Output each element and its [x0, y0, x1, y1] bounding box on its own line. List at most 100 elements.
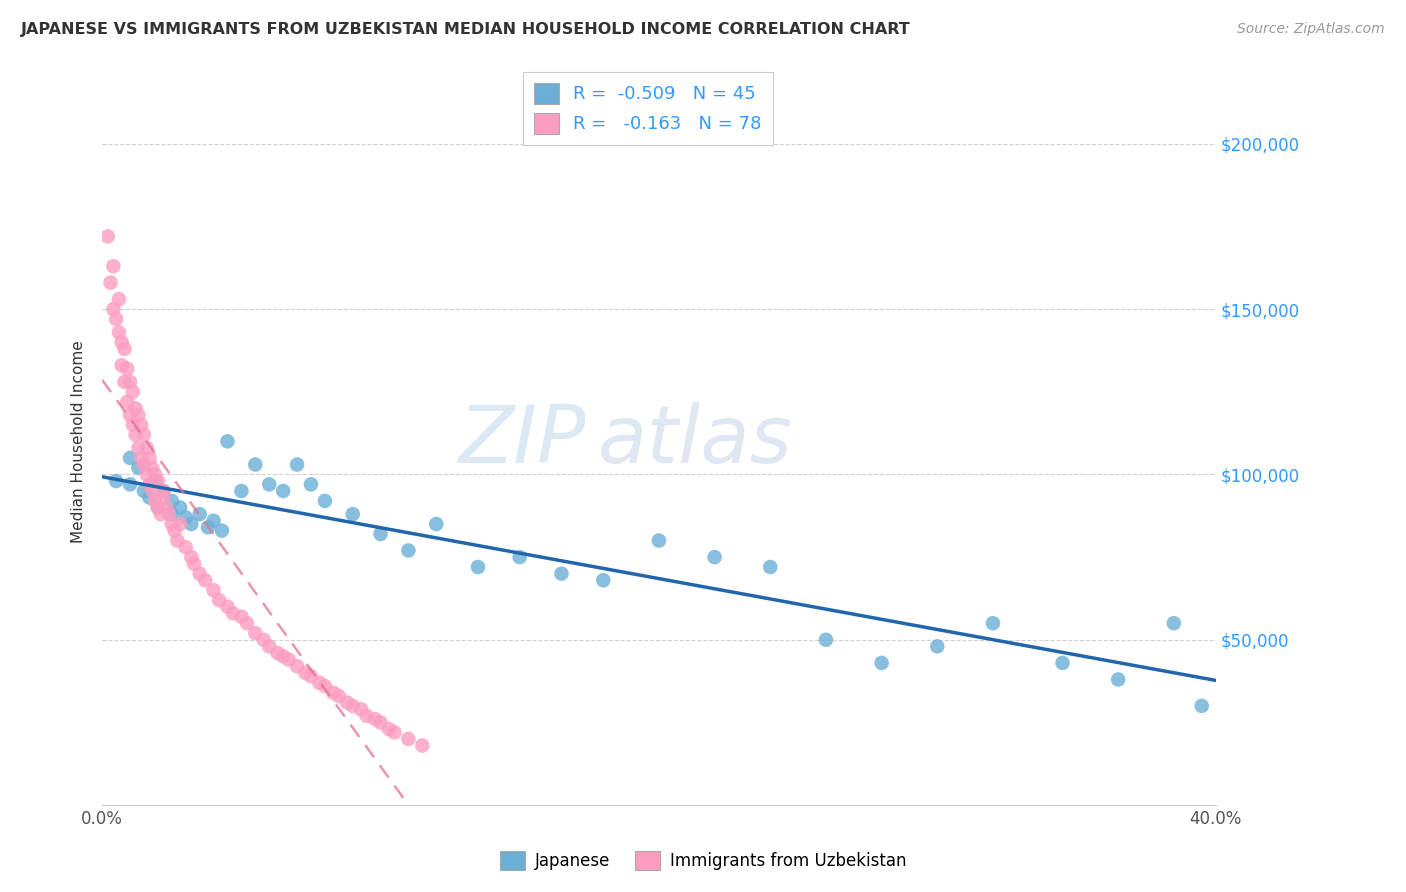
- Point: [118, 408, 141, 422]
- Point: [114, 375, 136, 389]
- Point: [236, 616, 259, 631]
- Point: [127, 460, 149, 475]
- Point: [271, 649, 294, 664]
- Point: [231, 609, 253, 624]
- Point: [299, 477, 322, 491]
- Point: [202, 514, 225, 528]
- Point: [118, 450, 141, 465]
- Point: [160, 516, 183, 531]
- Point: [169, 500, 191, 515]
- Legend: R =  -0.509   N = 45, R =   -0.163   N = 78: R = -0.509 N = 45, R = -0.163 N = 78: [523, 72, 773, 145]
- Point: [183, 557, 205, 571]
- Point: [117, 394, 139, 409]
- Point: [143, 467, 166, 482]
- Point: [356, 708, 378, 723]
- Point: [322, 686, 344, 700]
- Point: [143, 494, 166, 508]
- Point: [870, 656, 893, 670]
- Point: [135, 467, 157, 482]
- Point: [157, 507, 180, 521]
- Point: [396, 731, 419, 746]
- Point: [294, 665, 316, 680]
- Point: [188, 507, 211, 521]
- Point: [141, 483, 163, 498]
- Point: [384, 725, 406, 739]
- Point: [103, 302, 125, 317]
- Point: [648, 533, 671, 548]
- Point: [759, 560, 782, 574]
- Point: [277, 652, 299, 666]
- Point: [1191, 698, 1213, 713]
- Point: [271, 483, 294, 498]
- Point: [108, 326, 131, 340]
- Y-axis label: Median Household Income: Median Household Income: [72, 340, 86, 542]
- Point: [152, 483, 174, 498]
- Point: [100, 276, 122, 290]
- Point: [138, 491, 160, 505]
- Point: [217, 599, 239, 614]
- Point: [266, 646, 288, 660]
- Point: [245, 626, 267, 640]
- Point: [211, 524, 233, 538]
- Point: [97, 229, 120, 244]
- Point: [155, 500, 177, 515]
- Point: [981, 616, 1004, 631]
- Point: [111, 359, 134, 373]
- Point: [299, 669, 322, 683]
- Point: [174, 510, 197, 524]
- Legend: Japanese, Immigrants from Uzbekistan: Japanese, Immigrants from Uzbekistan: [494, 844, 912, 877]
- Point: [138, 450, 160, 465]
- Point: [146, 500, 169, 515]
- Point: [146, 474, 169, 488]
- Point: [146, 500, 169, 515]
- Point: [314, 679, 336, 693]
- Point: [342, 698, 364, 713]
- Point: [118, 375, 141, 389]
- Point: [370, 527, 392, 541]
- Point: [253, 632, 276, 647]
- Point: [132, 458, 155, 472]
- Point: [111, 335, 134, 350]
- Point: [285, 458, 308, 472]
- Point: [336, 696, 359, 710]
- Point: [163, 524, 186, 538]
- Point: [188, 566, 211, 581]
- Point: [396, 543, 419, 558]
- Point: [308, 675, 330, 690]
- Point: [217, 434, 239, 449]
- Point: [1107, 673, 1129, 687]
- Point: [121, 417, 143, 432]
- Point: [592, 574, 614, 588]
- Point: [129, 450, 152, 465]
- Point: [1163, 616, 1185, 631]
- Text: Source: ZipAtlas.com: Source: ZipAtlas.com: [1237, 22, 1385, 37]
- Point: [703, 550, 725, 565]
- Point: [152, 491, 174, 505]
- Point: [927, 640, 949, 654]
- Point: [180, 516, 202, 531]
- Point: [231, 483, 253, 498]
- Point: [169, 516, 191, 531]
- Point: [114, 342, 136, 356]
- Point: [108, 292, 131, 306]
- Point: [121, 384, 143, 399]
- Text: ZIP: ZIP: [460, 402, 586, 481]
- Point: [135, 441, 157, 455]
- Point: [202, 583, 225, 598]
- Point: [467, 560, 489, 574]
- Point: [814, 632, 837, 647]
- Point: [174, 540, 197, 554]
- Point: [350, 702, 373, 716]
- Point: [364, 712, 387, 726]
- Point: [138, 477, 160, 491]
- Point: [328, 689, 350, 703]
- Point: [208, 593, 231, 607]
- Point: [257, 640, 280, 654]
- Point: [245, 458, 267, 472]
- Point: [509, 550, 531, 565]
- Point: [105, 312, 128, 326]
- Point: [124, 427, 146, 442]
- Point: [550, 566, 572, 581]
- Point: [118, 477, 141, 491]
- Point: [127, 441, 149, 455]
